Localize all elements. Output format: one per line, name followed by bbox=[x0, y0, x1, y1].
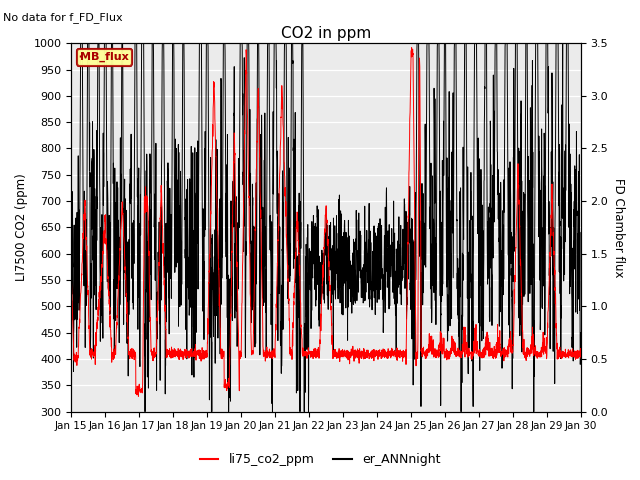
Title: CO2 in ppm: CO2 in ppm bbox=[281, 25, 371, 41]
Y-axis label: FD Chamber flux: FD Chamber flux bbox=[612, 178, 625, 277]
Text: No data for f_FD_Flux: No data for f_FD_Flux bbox=[3, 12, 123, 23]
Legend: MB_flux: MB_flux bbox=[77, 49, 132, 66]
Legend: li75_co2_ppm, er_ANNnight: li75_co2_ppm, er_ANNnight bbox=[195, 448, 445, 471]
Y-axis label: LI7500 CO2 (ppm): LI7500 CO2 (ppm) bbox=[15, 174, 28, 281]
